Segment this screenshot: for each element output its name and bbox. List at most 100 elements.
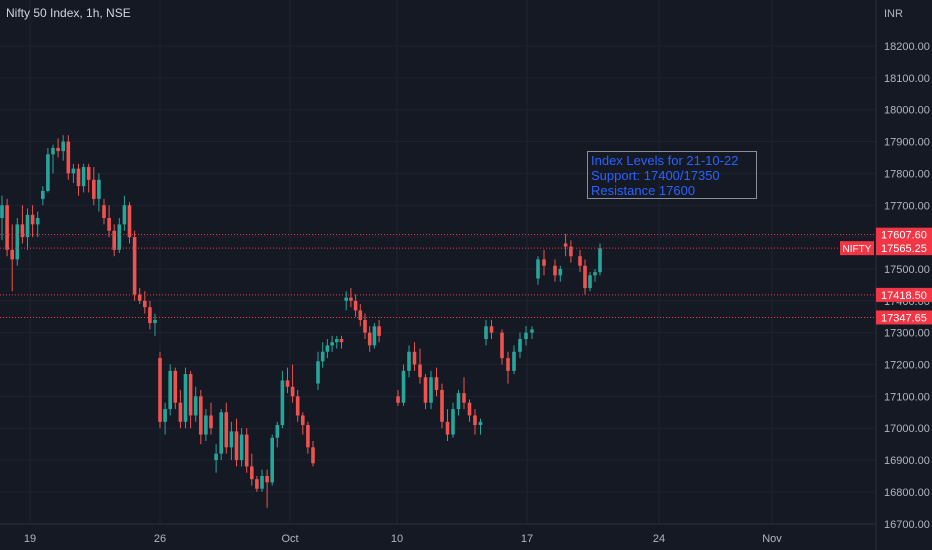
price-label-bg [876,287,932,302]
x-tick-label: Oct [281,533,298,545]
candle-body [423,377,428,403]
annotation-line-resistance: Resistance 17600 [591,183,696,198]
candle-body [117,224,122,250]
y-tick-label: 17300.00 [884,328,930,340]
candle-body [275,425,280,438]
candle-body [451,409,455,435]
candle-body [344,297,348,301]
candle-body [412,351,417,365]
candle-body [578,256,582,266]
candle-body [132,237,137,295]
candle-body [285,380,290,387]
candle-body [122,205,127,225]
candle-body [330,342,334,346]
candle-body [290,386,295,397]
candle-body [76,168,81,187]
candle-body [418,364,422,378]
candle-body [260,475,264,489]
candle-body [97,179,101,199]
candle-body [188,374,193,416]
index-levels-annotation[interactable]: Index Levels for 21-10-22 Support: 17400… [587,151,757,199]
candle-body [401,370,406,403]
candle-body [478,421,483,426]
candle-body [209,415,213,429]
candle-body [518,339,522,352]
candle-body [15,224,20,260]
candle-body [434,377,439,390]
y-tick-label: 16800.00 [884,487,930,499]
candle-body [456,393,461,410]
y-tick-label: 18000.00 [884,105,930,117]
candle-body [148,307,152,324]
candle-body [30,214,35,225]
candle-body [320,351,325,362]
candle-body [536,259,540,279]
candle-body [158,358,162,422]
candle-body [473,415,477,426]
candle-body [530,329,534,333]
candle-body [363,319,367,333]
candle-body [372,326,377,346]
candle-body [553,265,557,276]
chart-title: Nifty 50 Index, 1h, NSE [6,6,131,20]
candle-body [229,431,234,448]
candle-body [598,248,602,273]
candle-body [295,396,300,416]
candle-body [280,380,285,426]
candle-body [239,434,244,461]
x-tick-label: 26 [154,533,166,545]
candle-body [183,374,188,422]
candle-body [489,326,494,333]
grid [0,0,876,525]
y-tick-label: 18100.00 [884,73,930,85]
candle-body [127,205,132,238]
candle-body [234,431,239,461]
price-axis[interactable]: 18200.00 18100.00 18000.00 17900.00 17800.00… [884,41,930,531]
candle-body [467,402,472,416]
candle-body [270,437,274,483]
candle-body [407,351,411,371]
candle-body [35,217,40,225]
candle-body [588,275,592,289]
candle-body [66,141,71,174]
level-lines [0,234,876,318]
candle-body [512,351,516,371]
price-label-bg [876,241,932,256]
price-label-value: 17347.65 [881,312,927,324]
candle-body [301,415,305,426]
candle-body [440,389,444,422]
series-tag-bg [840,241,874,256]
time-axis[interactable]: 19 26 Oct 10 17 24 Nov [24,533,782,545]
candle-body [358,310,363,320]
y-tick-label: 17100.00 [884,391,930,403]
candle-body [81,167,86,187]
annotation-line-support: Support: 17400/17350 [591,168,720,183]
y-tick-label: 17900.00 [884,137,930,149]
candle-body [219,412,223,454]
candle-body [204,415,208,435]
price-label-value: 17418.50 [881,290,927,302]
y-tick-label: 17500.00 [884,264,930,276]
candle-body [396,396,400,403]
y-tick-label: 17700.00 [884,200,930,212]
candle-body [265,475,269,483]
candle-body [335,339,339,343]
y-tick-label: 16900.00 [884,455,930,467]
candle-body [25,214,30,238]
candle-body [168,370,172,410]
candle-body [445,421,450,435]
x-tick-label: 17 [521,533,533,545]
price-label-value: 17565.25 [881,243,927,255]
price-label-bg [876,227,932,242]
candle-body [569,246,573,257]
candle-body [250,466,254,480]
candle-body [46,154,50,191]
candle-body [102,205,106,218]
candle-body [462,393,466,403]
candle-body [583,265,587,289]
candle-body [377,326,381,336]
y-tick-label: 18200.00 [884,41,930,53]
candle-body [506,358,510,371]
